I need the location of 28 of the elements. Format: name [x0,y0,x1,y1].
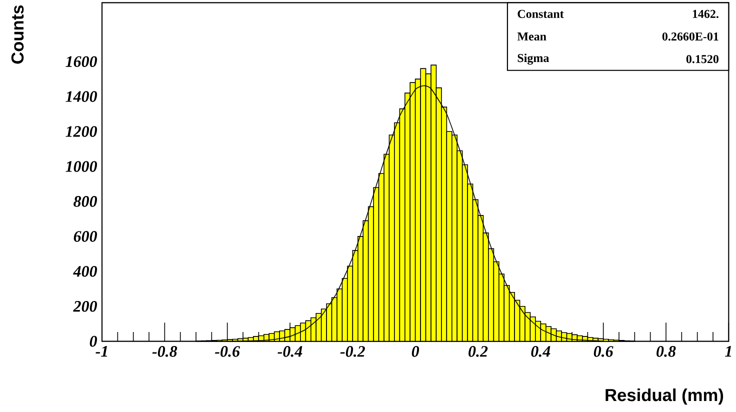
y-tick-label: 600 [74,231,98,242]
x-tick-label: -0.2 [340,346,365,357]
annotation: Sigma [518,54,549,65]
y-tick-label: 1200 [66,126,98,137]
annotation: 0.1520 [686,55,718,64]
x-tick-label: 0 [412,346,420,357]
y-tick-label: 400 [73,266,98,277]
y-axis-title: Counts [11,5,24,64]
annotation: Mean [517,32,546,41]
x-tick-label: 0.8 [656,346,676,357]
x-tick-label: 0.6 [594,346,614,357]
y-tick-label: 800 [74,196,98,207]
annotation: 1462. [692,10,718,18]
x-tick-label: -0.8 [152,346,178,357]
x-tick-label: -0.6 [215,346,240,357]
y-tick-label: 0 [90,336,98,347]
y-tick-label: 1000 [66,161,98,172]
annotation: 0.2660E-01 [662,32,718,41]
x-tick-label: -0.4 [278,346,302,357]
y-tick-label: 1600 [66,56,98,67]
x-axis-title: Residual (mm) [606,388,724,405]
x-tick-label: 1 [725,346,732,357]
x-tick-label: 0.4 [531,346,550,357]
y-tick-label: 200 [73,300,98,312]
annotation: Constant [518,10,564,18]
y-tick-label: 1400 [66,91,98,102]
x-tick-label: -1 [96,346,108,357]
x-tick-label: 0.2 [468,346,488,357]
